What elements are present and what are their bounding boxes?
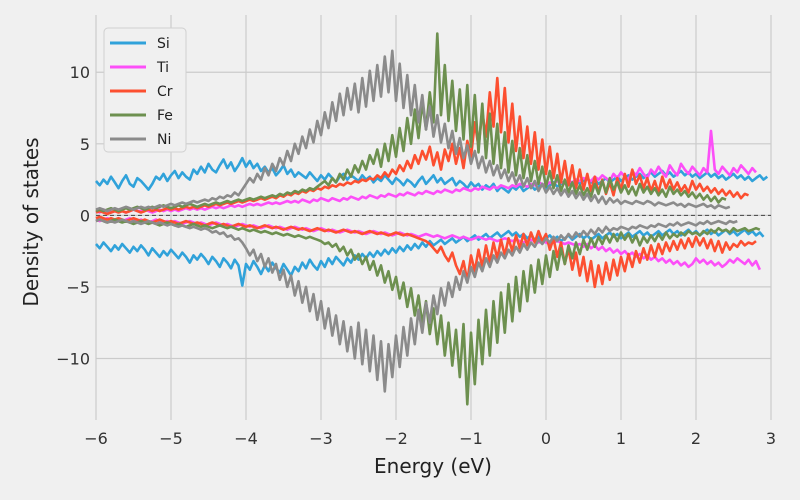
legend-label-ti: Ti <box>156 60 169 76</box>
y-tick-label: −10 <box>56 349 90 368</box>
legend-label-fe: Fe <box>157 108 173 124</box>
legend-label-si: Si <box>157 36 170 52</box>
y-axis-label: Density of states <box>19 137 43 306</box>
grid <box>95 15 772 420</box>
x-tick-label: 2 <box>691 429 701 448</box>
x-tick-label: −2 <box>384 429 408 448</box>
series-line-fe-up <box>95 32 727 213</box>
x-tick-label: −4 <box>234 429 258 448</box>
x-tick-label: 1 <box>616 429 626 448</box>
legend-label-ni: Ni <box>157 132 171 148</box>
x-tick-label: −5 <box>159 429 183 448</box>
legend-label-cr: Cr <box>157 84 173 100</box>
x-tick-labels: −6 −5 −4 −3 −2 −1 0 1 2 3 <box>84 429 776 448</box>
y-tick-label: 0 <box>80 206 90 225</box>
plot-area <box>95 32 769 406</box>
x-tick-label: −6 <box>84 429 108 448</box>
x-tick-label: 3 <box>766 429 776 448</box>
y-tick-label: 5 <box>80 135 90 154</box>
series-line-si-up <box>95 156 769 194</box>
x-tick-label: 0 <box>541 429 551 448</box>
y-tick-labels: −10 −5 0 5 10 <box>56 63 90 368</box>
x-axis-label: Energy (eV) <box>374 454 492 478</box>
y-tick-label: 10 <box>70 63 90 82</box>
series-line-ti-up <box>95 129 757 214</box>
legend: Si Ti Cr Fe Ni <box>103 27 187 153</box>
x-tick-label: −1 <box>459 429 483 448</box>
series-line-ni-up <box>95 49 731 213</box>
x-tick-label: −3 <box>309 429 333 448</box>
series-line-cr-up <box>95 76 749 216</box>
series-line-ni-down <box>95 218 738 393</box>
y-tick-label: −5 <box>66 278 90 297</box>
